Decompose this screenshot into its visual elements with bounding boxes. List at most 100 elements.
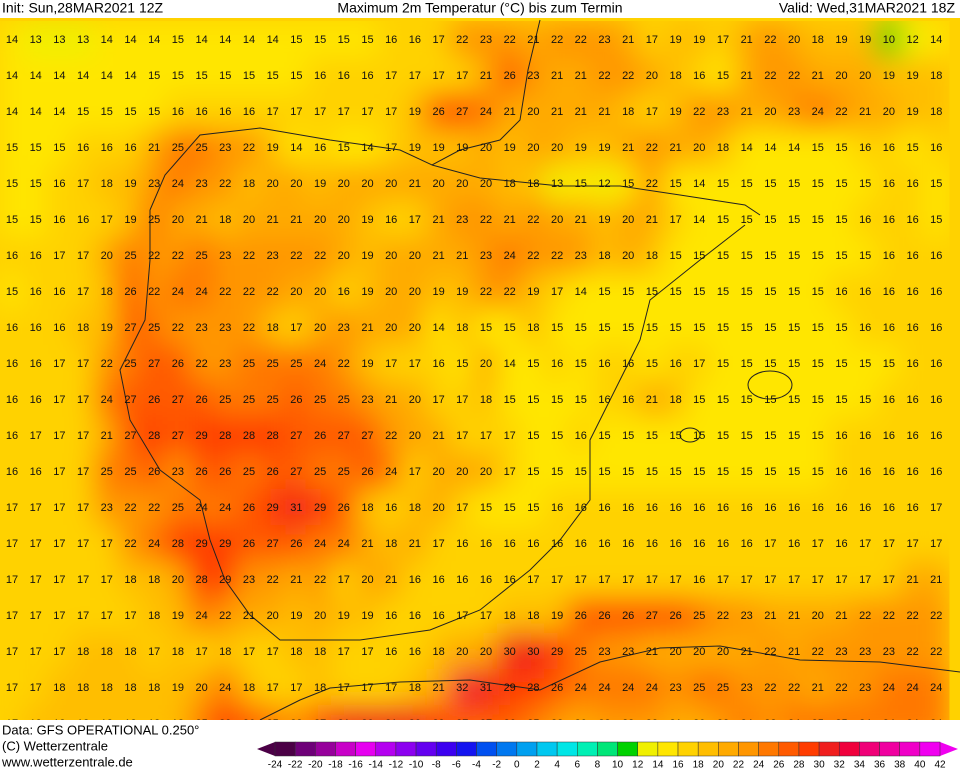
temperature-value: 18 [504, 178, 516, 190]
field-cell [876, 129, 902, 167]
temperature-value: 15 [646, 358, 658, 370]
temperature-value: 17 [53, 430, 65, 442]
field-cell [733, 309, 760, 347]
field-cell [165, 453, 191, 491]
temperature-value: 14 [741, 142, 753, 154]
colorbar-box [919, 741, 941, 757]
temperature-value: 15 [646, 322, 658, 334]
temperature-value: 16 [764, 502, 776, 514]
temperature-value: 15 [527, 394, 539, 406]
field-cell [710, 489, 736, 527]
temperature-value: 22 [124, 502, 136, 514]
temperature-value: 17 [504, 466, 516, 478]
temperature-value: 24 [788, 718, 800, 730]
field-cell [804, 309, 831, 347]
field-cell [117, 525, 144, 563]
field-cell [639, 561, 665, 599]
temperature-value: 18 [101, 718, 113, 730]
temperature-value: 14 [267, 34, 279, 46]
field-cell [473, 57, 499, 95]
temperature-value: 23 [859, 646, 871, 658]
temperature-value: 17 [338, 106, 350, 118]
field-cell [923, 345, 950, 383]
temperature-value: 19 [835, 34, 847, 46]
field-cell [544, 669, 570, 707]
field-cell [93, 417, 120, 455]
field-cell [710, 165, 736, 203]
field-cell [615, 489, 642, 527]
temperature-value: 22 [930, 646, 942, 658]
temperature-value: 22 [764, 646, 776, 658]
field-cell [733, 57, 760, 95]
field-cell [70, 381, 96, 419]
field-cell [354, 165, 381, 203]
temperature-value: 19 [361, 286, 373, 298]
field-cell [899, 597, 926, 635]
field-cell [425, 417, 452, 455]
colorbar-label: 16 [672, 760, 684, 771]
temperature-value: 15 [551, 322, 563, 334]
temperature-value: 15 [812, 142, 824, 154]
field-cell [259, 561, 286, 599]
field-cell [46, 201, 73, 239]
temperature-value: 25 [124, 250, 136, 262]
field-cell [828, 273, 855, 311]
temperature-value: 21 [812, 682, 824, 694]
field-cell [591, 561, 618, 599]
field-cell [828, 165, 855, 203]
field-cell [591, 21, 618, 59]
colorbar-label: -14 [369, 760, 384, 771]
temperature-value: 20 [172, 574, 184, 586]
field-cell [899, 669, 926, 707]
temperature-value: 15 [883, 358, 895, 370]
field-cell [236, 273, 262, 311]
temperature-value: 26 [622, 610, 634, 622]
temperature-value: 29 [219, 538, 231, 550]
temperature-value: 23 [883, 646, 895, 658]
colorbar-label: -2 [492, 760, 501, 771]
field-cell [686, 705, 713, 720]
field-cell [591, 705, 618, 720]
temperature-value: 22 [314, 250, 326, 262]
field-cell [236, 417, 262, 455]
field-cell [141, 345, 168, 383]
field-cell [70, 237, 96, 275]
field-cell [733, 597, 760, 635]
field-cell [520, 633, 547, 671]
temperature-value: 15 [764, 214, 776, 226]
field-cell [402, 633, 428, 671]
colorbar-label: -22 [288, 760, 303, 771]
temperature-value: 16 [622, 358, 634, 370]
temperature-value: 16 [575, 430, 587, 442]
temperature-value: 16 [835, 502, 847, 514]
field-cell [259, 21, 286, 59]
temperature-value: 22 [551, 250, 563, 262]
field-cell [828, 633, 855, 671]
field-cell [899, 705, 926, 720]
temperature-value: 15 [219, 70, 231, 82]
temperature-value: 17 [409, 214, 421, 226]
temperature-value: 22 [195, 358, 207, 370]
field-cell [876, 93, 902, 131]
temperature-value: 16 [669, 538, 681, 550]
temperature-value: 10 [883, 34, 895, 46]
field-cell [93, 237, 120, 275]
temperature-value: 19 [432, 142, 444, 154]
field-cell [259, 633, 286, 671]
temperature-value: 15 [669, 430, 681, 442]
temperature-value: 14 [693, 178, 705, 190]
temperature-value: 17 [243, 646, 255, 658]
field-cell [0, 561, 25, 599]
temperature-value: 24 [883, 682, 895, 694]
field-cell [46, 57, 73, 95]
temperature-value: 25 [243, 394, 255, 406]
field-cell [70, 597, 96, 635]
field-cell [425, 489, 452, 527]
temperature-value: 22 [575, 34, 587, 46]
field-cell [591, 273, 618, 311]
temperature-value: 17 [361, 106, 373, 118]
temperature-value: 21 [598, 106, 610, 118]
temperature-value: 22 [480, 214, 492, 226]
field-cell [330, 417, 357, 455]
temperature-value: 20 [622, 250, 634, 262]
